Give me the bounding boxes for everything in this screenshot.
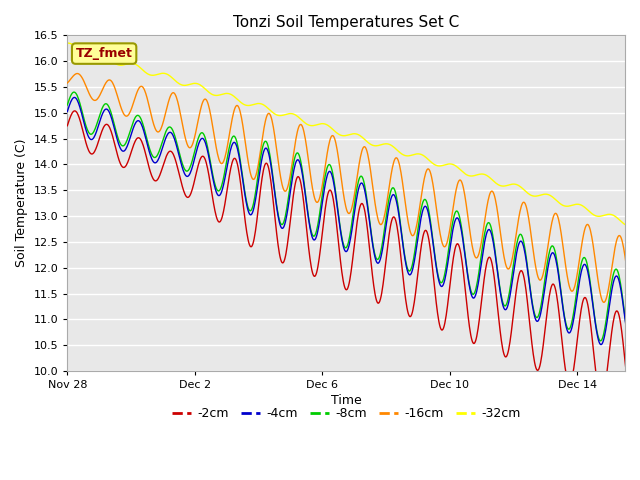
Text: TZ_fmet: TZ_fmet	[76, 47, 132, 60]
Legend: -2cm, -4cm, -8cm, -16cm, -32cm: -2cm, -4cm, -8cm, -16cm, -32cm	[167, 402, 525, 425]
Title: Tonzi Soil Temperatures Set C: Tonzi Soil Temperatures Set C	[233, 15, 460, 30]
X-axis label: Time: Time	[331, 394, 362, 408]
Y-axis label: Soil Temperature (C): Soil Temperature (C)	[15, 139, 28, 267]
